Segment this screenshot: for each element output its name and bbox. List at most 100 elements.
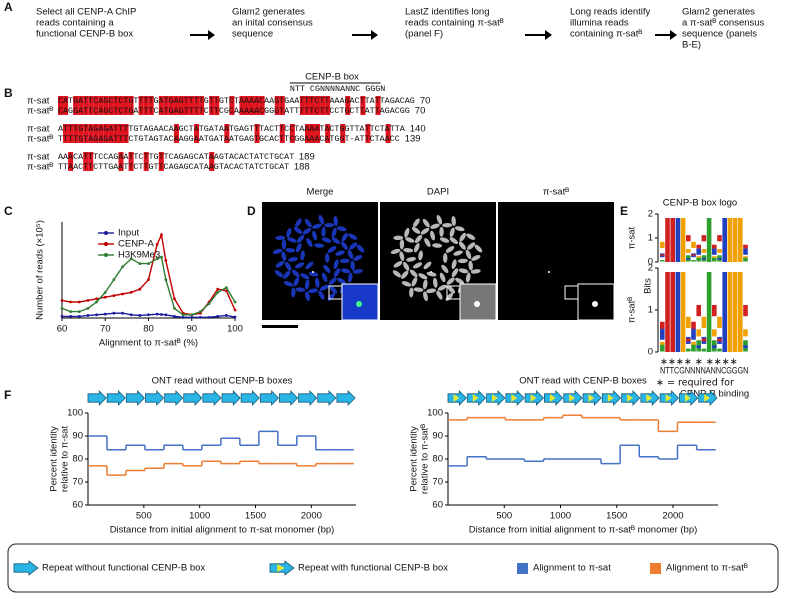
legend-label: Alignment to π-satᴮ (666, 563, 748, 574)
chromosome (293, 277, 300, 287)
chromosome (430, 230, 436, 241)
chromosome (305, 261, 314, 270)
motif-title: CENP-B box (305, 72, 359, 83)
logo-letter (712, 304, 717, 317)
chromosome (413, 287, 424, 292)
chromosome (329, 285, 338, 294)
chromosome (331, 227, 337, 238)
chromosome (349, 242, 358, 250)
chromosome (413, 243, 420, 253)
point (224, 314, 228, 317)
legend-swatch (517, 563, 528, 574)
logo-letter (706, 272, 712, 352)
chromosome (295, 218, 302, 228)
identity-highlight (163, 96, 169, 115)
logo-letter (696, 248, 701, 255)
legend-dot (104, 231, 108, 235)
chromosome (418, 273, 428, 280)
identity-highlight (73, 96, 79, 115)
x-axis-label: Alignment to π-satᴮ (%) (99, 338, 198, 349)
chromosome (420, 227, 430, 235)
series-line (61, 256, 236, 316)
chromosome (293, 226, 303, 234)
logo-letter (670, 218, 675, 262)
logo-letter (706, 218, 712, 262)
point (155, 312, 159, 316)
point (77, 315, 81, 318)
identity-highlight (93, 96, 99, 115)
point (95, 300, 98, 304)
cenpb-box-icon (453, 394, 460, 402)
cenpb-box-icon (646, 394, 653, 402)
y-tick-label: 100 (427, 408, 443, 419)
chromosome (286, 227, 292, 238)
chart-title: ONT read with CENP-B boxes (519, 376, 647, 387)
chromosome (442, 222, 453, 228)
seq-position: 189 (299, 152, 315, 163)
logo-letter (701, 348, 707, 352)
logo-letter (743, 257, 748, 262)
chromosome (441, 264, 449, 274)
flow-step-text: sequence (232, 29, 273, 40)
y-tick-label: 70 (432, 477, 443, 488)
identity-highlight (274, 96, 280, 115)
logo-letter (712, 345, 717, 349)
chromosome (325, 253, 330, 263)
logo-letter (717, 316, 722, 328)
point (216, 291, 220, 294)
x-tick-label: 1000 (550, 511, 571, 522)
point (233, 315, 237, 319)
logo-letter (727, 218, 733, 262)
sequence: CATGATTCAGCTCTGTTTTGATGAGTTTTGTTGTCTAAAA… (58, 96, 415, 106)
chromosome (304, 279, 310, 290)
identity-highlight (365, 124, 371, 143)
point (190, 313, 194, 317)
logo-letter (738, 272, 743, 352)
point (112, 278, 116, 281)
flow-step-text: illumina reads (570, 18, 629, 29)
point (164, 278, 168, 281)
logo-letter (722, 272, 727, 352)
cenpb-box-icon (530, 394, 537, 402)
seq-position: 70 (415, 106, 426, 117)
logo-letter (696, 257, 701, 262)
identity-highlight (78, 96, 84, 115)
flow-step-text: reads containing a (36, 18, 114, 29)
point (199, 310, 202, 313)
identity-highlight (249, 96, 255, 115)
flow-step-text: sequence (panels (682, 29, 757, 40)
point (233, 308, 237, 312)
seq-name: π-satᴮ (27, 106, 53, 117)
chromosome (399, 239, 405, 250)
x-tick-label: 2000 (301, 511, 322, 522)
seq-position: 139 (405, 134, 421, 145)
cenpb-box-icon (549, 394, 556, 402)
logo-tick-label: 0 (648, 347, 653, 358)
chromosome (466, 233, 476, 240)
chromosome (333, 216, 338, 226)
identity-highlight (194, 96, 200, 115)
logo-letter (743, 244, 748, 249)
chromosome (451, 268, 459, 278)
logo-letter (691, 328, 696, 340)
logo-letter (686, 348, 691, 352)
chromosome (318, 290, 325, 300)
cenpb-box-icon (588, 394, 595, 402)
logo-letter (660, 341, 665, 345)
legend-label: Repeat with functional CENP-B box (298, 563, 448, 574)
logo-letter (660, 344, 665, 352)
identity-highlight (83, 152, 89, 171)
point (103, 312, 107, 316)
point (60, 299, 64, 302)
flow-step-text: containing π-satᴮ (570, 29, 642, 40)
repeat-icon (106, 390, 126, 406)
identity-highlight (63, 124, 69, 143)
flow-step-text: (panel F) (405, 29, 443, 40)
point (173, 307, 176, 310)
flow-step-text: a π-satᴮ consensus (682, 18, 765, 29)
chromosome (323, 264, 331, 274)
identity-highlight (113, 124, 119, 143)
chromosome (333, 259, 339, 269)
chromosome (433, 277, 438, 288)
logo-letter (701, 235, 707, 242)
